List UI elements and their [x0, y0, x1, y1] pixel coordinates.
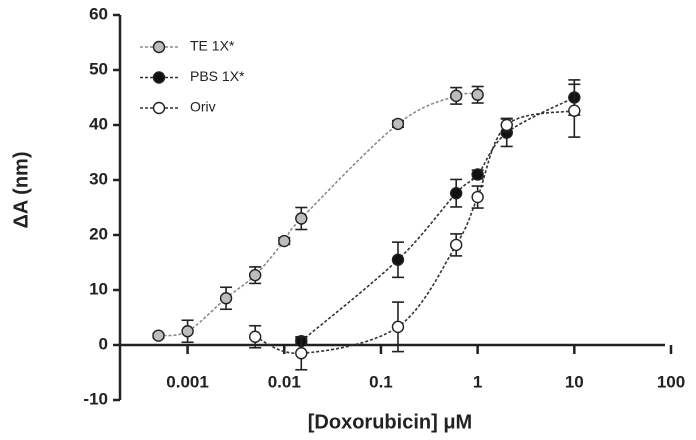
x-tick-label: 1 [473, 372, 482, 391]
point [278, 234, 291, 248]
legend-label: PBS 1X* [190, 68, 245, 84]
fit-curve [158, 92, 478, 337]
point [500, 118, 513, 132]
y-tick-label: 40 [89, 114, 108, 133]
legend-marker [152, 40, 166, 54]
point [449, 89, 463, 103]
point [391, 117, 405, 131]
point [295, 347, 308, 360]
x-tick-label: 0.01 [268, 372, 301, 391]
y-tick-label: -10 [83, 389, 108, 408]
legend-label: TE 1X* [190, 38, 235, 54]
point [449, 238, 463, 252]
legend-marker [152, 101, 166, 115]
y-axis-title: ΔA (nm) [10, 152, 32, 229]
x-tick-label: 0.001 [166, 372, 209, 391]
point [391, 320, 405, 334]
x-tick-label: 10 [565, 372, 584, 391]
point [449, 186, 463, 200]
point [181, 325, 194, 338]
y-tick-label: 30 [89, 169, 108, 188]
x-axis-title: [Doxorubicin] μM [308, 411, 472, 433]
point [471, 88, 484, 101]
point [248, 330, 262, 343]
point [248, 268, 262, 282]
fit-curve [300, 96, 575, 342]
y-tick-label: 0 [99, 334, 108, 353]
point [219, 292, 233, 305]
x-tick-label: 0.1 [369, 372, 393, 391]
x-tick-label: 100 [657, 372, 685, 391]
legend-marker [152, 71, 166, 84]
point [568, 104, 581, 117]
point [471, 168, 484, 181]
y-tick-label: 10 [89, 279, 108, 298]
fit-curve [254, 109, 575, 355]
point [295, 212, 308, 225]
y-tick-label: 20 [89, 224, 108, 243]
point [471, 190, 484, 204]
point [152, 329, 165, 342]
y-tick-label: 60 [89, 4, 108, 23]
legend-label: Oriv [190, 99, 216, 115]
point [391, 253, 405, 266]
y-tick-label: 50 [89, 59, 108, 78]
